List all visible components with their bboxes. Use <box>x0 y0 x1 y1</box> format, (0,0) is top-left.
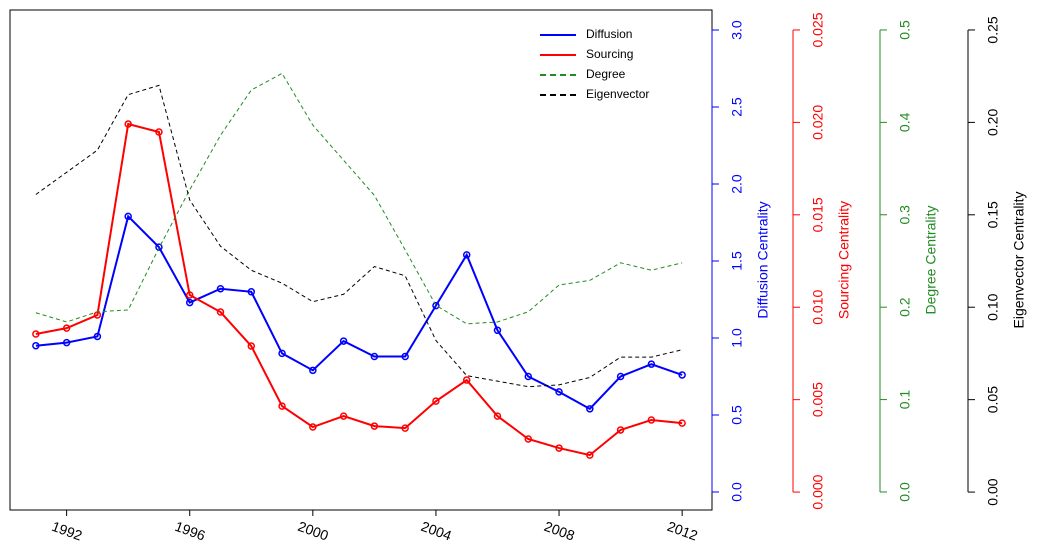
data-point <box>278 402 286 410</box>
y-axis-title: Diffusion Centrality <box>755 201 771 318</box>
y-tick-label: 0.005 <box>810 382 826 417</box>
data-point <box>309 366 317 375</box>
data-point <box>124 212 132 221</box>
data-point <box>309 423 317 431</box>
data-point <box>185 298 194 307</box>
y-tick-label: 0.20 <box>985 109 1001 136</box>
y-tick-label: 0.05 <box>985 386 1001 413</box>
data-point <box>32 330 40 338</box>
data-point <box>339 412 348 420</box>
series-line <box>35 72 683 325</box>
data-point <box>339 337 348 345</box>
y-tick-label: 1.5 <box>729 251 745 271</box>
data-point <box>678 419 686 427</box>
y-tick-label: 0.3 <box>897 205 913 225</box>
data-point <box>32 341 40 350</box>
data-point <box>586 405 594 413</box>
x-tick-label: 2012 <box>665 518 700 544</box>
data-point <box>493 412 502 420</box>
data-point <box>647 360 656 368</box>
data-point <box>247 342 256 350</box>
x-tick-label: 1992 <box>50 518 85 544</box>
data-point <box>155 128 163 136</box>
series-line <box>35 84 683 388</box>
data-point <box>62 324 71 332</box>
data-point <box>62 338 71 347</box>
data-point <box>493 326 502 335</box>
series-line <box>35 214 683 411</box>
legend-label: Eigenvector <box>586 87 649 101</box>
data-point <box>401 424 409 432</box>
data-point <box>678 371 686 379</box>
legend-label: Diffusion <box>586 27 632 41</box>
y-tick-label: 0.0 <box>897 482 913 502</box>
y-tick-label: 0.025 <box>810 12 826 47</box>
data-point <box>524 435 533 443</box>
y-tick-label: 0.000 <box>810 474 826 509</box>
data-point <box>247 288 256 296</box>
y-tick-label: 2.0 <box>729 174 745 194</box>
data-point <box>93 332 102 341</box>
data-point <box>370 422 379 430</box>
data-point <box>401 352 409 361</box>
data-point <box>185 291 194 299</box>
x-tick-label: 1996 <box>173 518 208 544</box>
legend-label: Sourcing <box>586 47 633 61</box>
data-point <box>555 388 563 396</box>
y-tick-label: 0.1 <box>897 390 913 410</box>
data-point <box>216 308 225 316</box>
data-point <box>370 352 379 361</box>
y-tick-label: 0.00 <box>985 478 1001 505</box>
y-tick-label: 1.0 <box>729 328 745 348</box>
y-tick-label: 0.0 <box>729 482 745 502</box>
legend-label: Degree <box>586 67 626 81</box>
y-tick-label: 0.10 <box>985 293 1001 320</box>
data-point <box>462 251 471 259</box>
y-tick-label: 0.010 <box>810 290 826 325</box>
data-point <box>432 301 440 310</box>
x-tick-label: 2000 <box>296 518 331 544</box>
data-point <box>616 372 625 381</box>
x-tick-label: 2004 <box>419 518 454 544</box>
y-axis-title: Eigenvector Centrality <box>1011 192 1027 329</box>
y-tick-label: 2.5 <box>729 97 745 117</box>
y-axis-title: Sourcing Centrality <box>836 201 852 319</box>
data-point <box>647 416 656 424</box>
data-point <box>586 451 594 459</box>
x-tick-label: 2008 <box>542 518 577 544</box>
data-point <box>616 426 625 434</box>
data-point <box>124 120 132 128</box>
y-tick-label: 0.15 <box>985 201 1001 228</box>
series-line <box>35 122 683 457</box>
y-tick-label: 0.5 <box>897 20 913 40</box>
y-tick-label: 0.2 <box>897 297 913 317</box>
y-tick-label: 0.020 <box>810 105 826 140</box>
y-tick-label: 0.4 <box>897 112 913 132</box>
y-axis-title: Degree Centrality <box>923 206 939 315</box>
data-point <box>555 444 563 452</box>
data-point <box>155 243 163 251</box>
plot-frame <box>9 9 713 511</box>
data-point <box>216 284 225 293</box>
y-tick-label: 0.5 <box>729 405 745 425</box>
data-point <box>278 349 286 358</box>
y-tick-label: 3.0 <box>729 20 745 40</box>
data-point <box>462 376 471 384</box>
data-point <box>432 397 440 405</box>
data-point <box>524 372 533 381</box>
y-tick-label: 0.015 <box>810 197 826 232</box>
y-tick-label: 0.25 <box>985 16 1001 43</box>
